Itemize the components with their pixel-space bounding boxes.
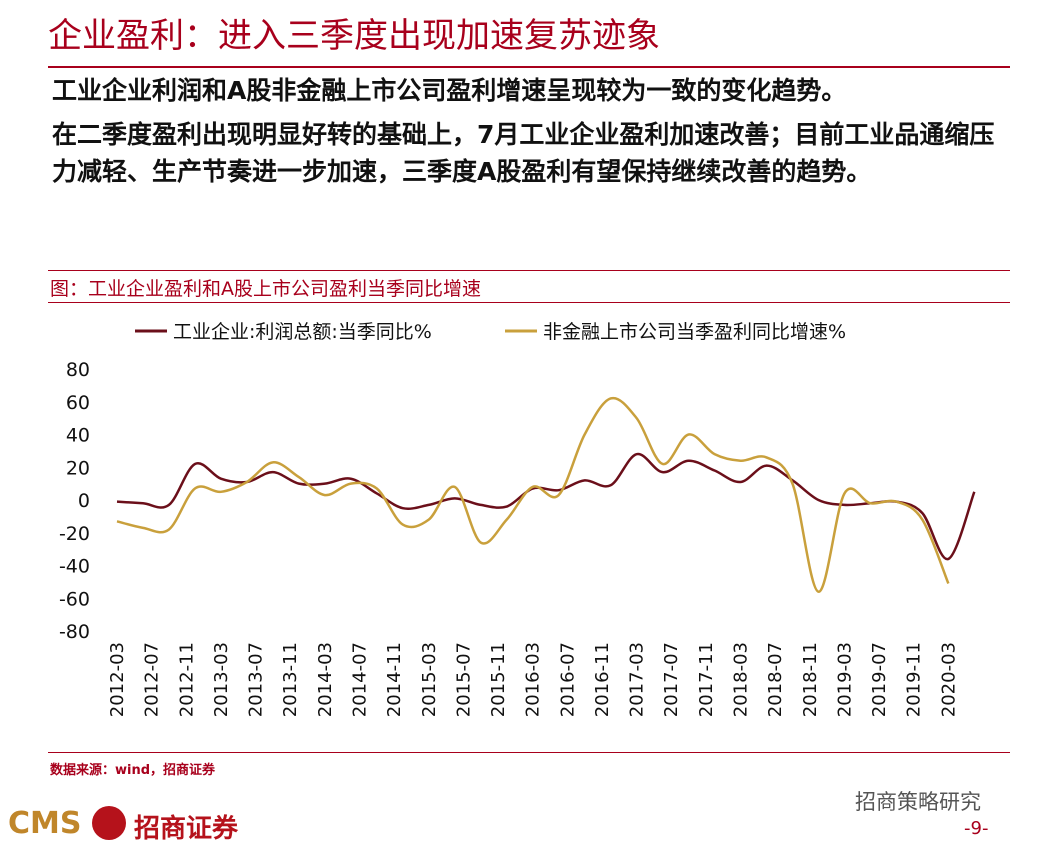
series-line [116,396,950,593]
chart-rule [48,302,1010,303]
paragraph: 工业企业利润和A股非金融上市公司盈利增速呈现较为一致的变化趋势。 [52,76,847,105]
x-tick-label: 2016-03 [523,642,544,717]
y-tick-label: 40 [66,425,90,447]
x-tick-label: 2019-03 [834,642,855,717]
y-tick-label: -60 [59,588,90,610]
x-tick-label: 2018-03 [731,642,752,717]
chart-rule [48,270,1010,271]
x-tick-label: 2018-11 [800,642,821,717]
y-tick-label: 0 [78,490,90,512]
x-tick-label: 2019-11 [904,642,925,717]
logo-icon [92,806,126,840]
x-tick-label: 2019-07 [869,642,890,717]
legend-label: 非金融上市公司当季盈利同比增速% [543,321,846,343]
y-tick-label: -20 [59,523,90,545]
legend-label: 工业企业:利润总额:当季同比% [173,321,432,343]
x-tick-label: 2016-11 [592,642,613,717]
title-rule [48,66,1010,68]
x-tick-label: 2012-03 [107,642,128,717]
y-tick-label: 80 [66,359,90,381]
x-tick-label: 2014-07 [349,642,370,717]
y-tick-label: -40 [59,556,90,578]
x-tick-label: 2014-11 [384,642,405,717]
x-tick-label: 2017-11 [696,642,717,717]
chart-title: 图：工业企业盈利和A股上市公司盈利当季同比增速 [50,278,481,300]
x-tick-label: 2012-07 [142,642,163,717]
slide-title: 企业盈利：进入三季度出现加速复苏迹象 [48,16,660,56]
logo: CMS [8,806,82,841]
x-tick-label: 2013-11 [280,642,301,717]
y-tick-label: 60 [66,392,90,414]
x-tick-label: 2012-11 [176,642,197,717]
y-tick-label: 20 [66,457,90,479]
x-tick-label: 2016-07 [557,642,578,717]
x-tick-label: 2013-07 [246,642,267,717]
x-tick-label: 2017-03 [627,642,648,717]
x-tick-label: 2013-03 [211,642,232,717]
series-line [116,452,976,561]
x-tick-label: 2017-07 [661,642,682,717]
y-tick-label: -80 [59,621,90,643]
watermark: 招商策略研究 [855,790,981,814]
x-tick-label: 2015-07 [453,642,474,717]
x-tick-label: 2020-03 [938,642,959,717]
x-tick-label: 2014-03 [315,642,336,717]
paragraph: 在二季度盈利出现明显好转的基础上，7月工业企业盈利加速改善；目前工业品通缩压力减… [52,120,995,186]
x-tick-label: 2018-07 [765,642,786,717]
brand: 招商证券 [134,814,239,844]
x-tick-label: 2015-11 [488,642,509,717]
page-number: -9- [964,818,989,839]
source: 数据来源：wind，招商证券 [50,763,216,778]
source-rule [48,752,1010,753]
x-tick-label: 2015-03 [419,642,440,717]
